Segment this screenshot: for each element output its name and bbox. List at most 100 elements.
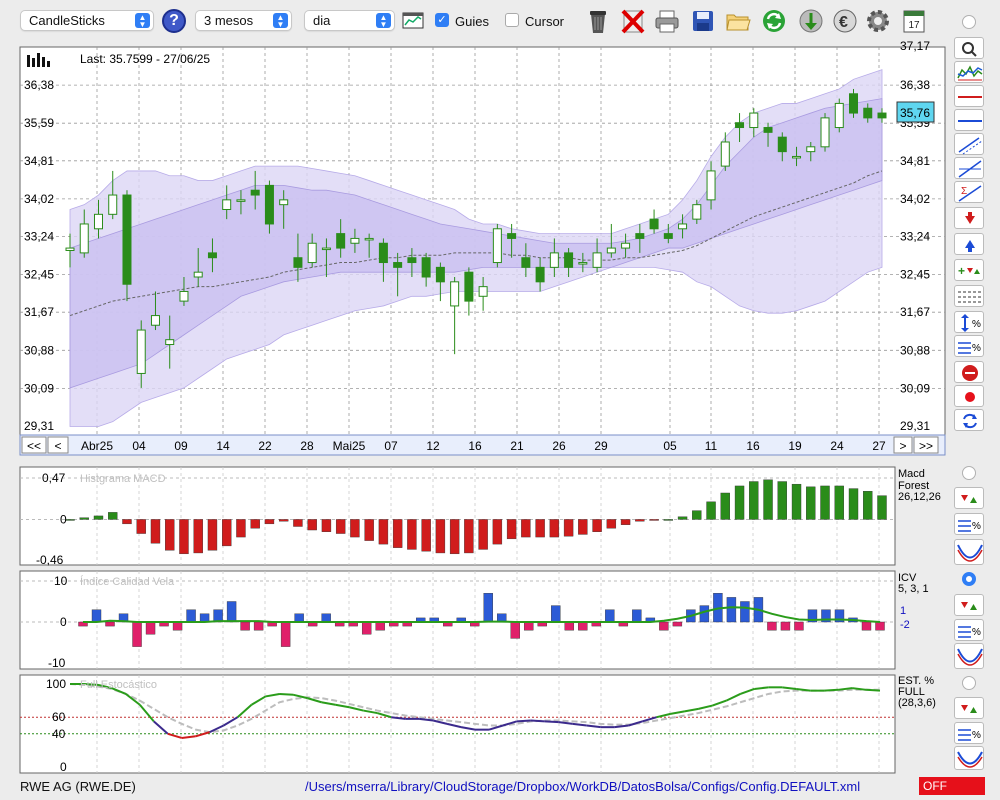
candle [378,238,388,282]
candle [806,141,816,162]
nav-last-button[interactable]: >> [913,436,939,454]
stochastic-k-segment [614,724,629,729]
icv-bar [875,621,885,631]
save-icon[interactable] [688,6,718,36]
arrow-down-red-button[interactable] [954,207,984,229]
horizontal-blue-line-button[interactable] [954,109,984,131]
percent-lines-button[interactable]: % [954,335,984,357]
candle [649,209,659,234]
stochastic-y-labels: 100 60 40 0 [46,677,67,774]
macd-bar [606,519,617,529]
stochastic-curve-button[interactable] [954,746,984,770]
bar-chart-icon[interactable] [27,53,50,67]
zoom-tool-button[interactable] [954,37,984,59]
candle [236,190,246,215]
y-label-left: 29,31 [24,419,54,433]
guides-label: Guies [455,14,489,29]
trash-icon[interactable] [583,6,613,36]
icv-percent-button[interactable]: % [954,619,984,641]
stochastic-k-segment [642,716,657,723]
svg-text:Σ: Σ [961,186,967,197]
panel-radio-macd[interactable] [962,466,976,480]
nav-prev-button[interactable]: < [47,436,69,454]
period-select[interactable]: 3 mesos ▲ ▼ [195,10,292,31]
candle [877,108,887,123]
macd-signals-button[interactable] [954,487,984,509]
candle [293,233,303,282]
calendar-icon[interactable]: 17 [899,6,929,36]
stochastic-signals-button[interactable] [954,697,984,719]
record-button[interactable] [954,385,984,407]
y-label-left: 35,59 [24,116,54,130]
help-icon[interactable]: ? [162,9,186,33]
currency-icon[interactable]: € [830,6,860,36]
trend-channel-button[interactable] [954,133,984,155]
inner-band [69,98,883,389]
download-icon[interactable] [796,6,826,36]
chart-window-icon[interactable] [400,8,426,34]
cursor-checkbox[interactable] [505,13,519,27]
icv-signals-button[interactable] [954,594,984,616]
fibonacci-button[interactable]: Σ [954,181,984,203]
nav-next-button[interactable]: > [893,436,913,454]
panel-radio-main[interactable] [962,15,976,29]
percent-scale-button[interactable]: % [954,311,984,333]
macd-bar [734,485,745,520]
config-path-link[interactable]: /Users/mserra/Library/CloudStorage/Dropb… [305,779,861,794]
svg-text:€: € [839,14,848,31]
stochastic-k-segment [432,719,448,725]
icv-bar [659,621,669,631]
svg-text:<<: << [27,439,41,453]
horizontal-red-line-button[interactable] [954,85,984,107]
macd-bar [478,519,488,550]
candle-chart-tool-button[interactable] [954,61,984,83]
stochastic-k-segment [83,683,98,686]
status-off-badge[interactable]: OFF [919,777,985,795]
print-icon[interactable] [652,6,682,36]
trend-line-button[interactable] [954,157,984,179]
candle [678,214,688,239]
refresh-icon[interactable] [759,6,789,36]
open-folder-icon[interactable] [723,6,753,36]
candle [421,252,431,287]
x-label: 04 [132,439,146,453]
candle [606,223,616,258]
macd-percent-button[interactable]: % [954,513,984,535]
macd-legend-0: Macd [898,468,925,480]
gear-icon[interactable] [863,6,893,36]
interval-select[interactable]: dia ▲ ▼ [304,10,395,31]
candle [777,132,787,162]
icv-bar [145,621,156,635]
y-label-right: 31,67 [900,305,930,319]
icv-bar [226,601,237,623]
delete-icon[interactable] [618,6,648,36]
add-signals-button[interactable]: + [954,259,984,281]
sync-button[interactable] [954,409,984,431]
icv-bar [807,609,818,623]
candle [792,146,802,167]
stop-button[interactable] [954,361,984,383]
stochastic-y-label: 60 [52,710,66,724]
candle [863,103,873,123]
macd-curve-button[interactable] [954,539,984,565]
nav-first-button[interactable]: << [21,436,47,454]
stochastic-k-segment [502,720,518,727]
icv-bar [172,621,183,631]
x-label: 11 [705,439,718,453]
chevron-updown-icon: ▲ ▼ [273,13,288,29]
panel-radio-icv[interactable] [962,572,976,586]
candle [578,252,588,273]
svg-text:+: + [958,264,965,278]
macd-bar [250,519,260,529]
panel-radio-stochastic[interactable] [962,676,976,690]
arrow-up-blue-button[interactable] [954,233,984,255]
candle [264,180,274,234]
stochastic-percent-button[interactable]: % [954,722,984,744]
stochastic-k-segment [544,720,559,724]
stochastic-k-segment [335,703,350,709]
grid-lines-button[interactable] [954,285,984,307]
guides-checkbox[interactable]: ✓ [435,13,449,27]
icv-curve-button[interactable] [954,643,984,669]
chart-type-select[interactable]: CandleSticks ▲ ▼ [20,10,154,31]
icv-bar [199,613,210,623]
